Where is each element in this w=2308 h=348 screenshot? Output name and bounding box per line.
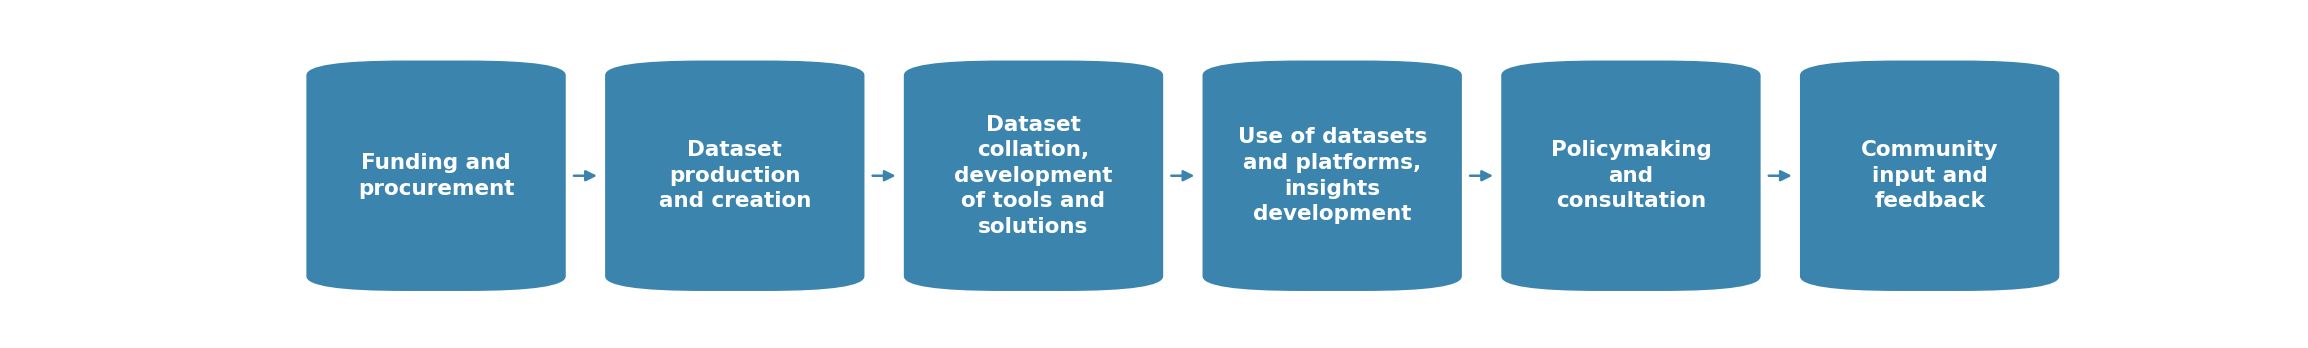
- FancyBboxPatch shape: [307, 61, 565, 291]
- FancyBboxPatch shape: [1800, 61, 2059, 291]
- Text: Funding and
procurement: Funding and procurement: [358, 153, 515, 199]
- Text: Use of datasets
and platforms,
insights
development: Use of datasets and platforms, insights …: [1237, 127, 1426, 224]
- Text: Community
input and
feedback: Community input and feedback: [1860, 140, 1999, 211]
- FancyBboxPatch shape: [605, 61, 866, 291]
- FancyBboxPatch shape: [1202, 61, 1461, 291]
- Text: Policymaking
and
consultation: Policymaking and consultation: [1551, 140, 1710, 211]
- FancyBboxPatch shape: [905, 61, 1163, 291]
- Text: Dataset
collation,
development
of tools and
solutions: Dataset collation, development of tools …: [953, 114, 1112, 237]
- FancyBboxPatch shape: [1500, 61, 1761, 291]
- Text: Dataset
production
and creation: Dataset production and creation: [658, 140, 810, 211]
